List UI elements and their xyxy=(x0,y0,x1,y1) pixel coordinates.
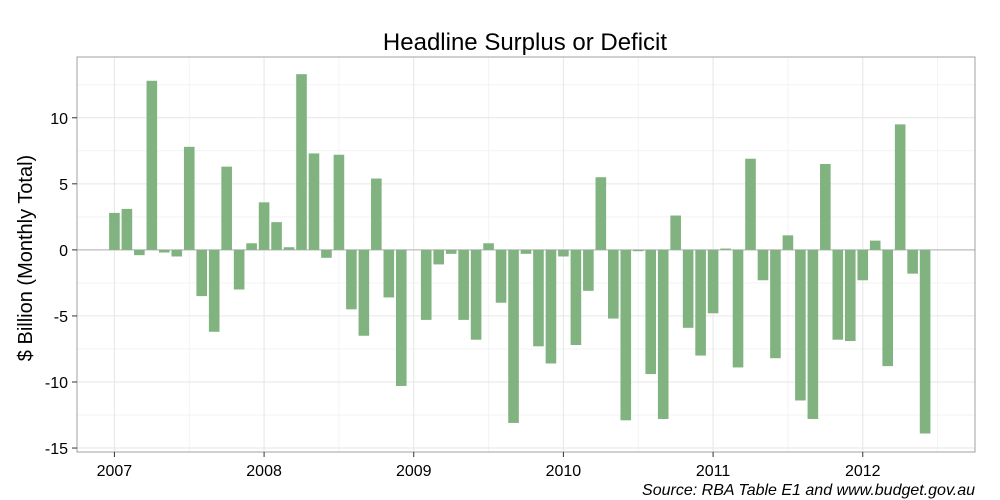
bar xyxy=(657,249,669,419)
bar xyxy=(720,248,731,250)
y-tick-label: -10 xyxy=(45,375,68,392)
bar xyxy=(371,178,382,250)
bar xyxy=(595,177,607,250)
source-caption: Source: RBA Table E1 and www.budget.gov.… xyxy=(642,482,975,499)
bar xyxy=(882,249,893,367)
bar xyxy=(395,249,407,386)
bar xyxy=(333,154,345,250)
bar xyxy=(233,249,245,290)
y-tick-label: -5 xyxy=(54,309,68,326)
y-tick-label: 0 xyxy=(59,243,68,260)
bar xyxy=(458,249,469,320)
bar xyxy=(445,249,457,254)
y-axis-label: $ Billion (Monthly Total) xyxy=(15,155,37,361)
bar xyxy=(707,249,719,314)
bar xyxy=(146,80,158,250)
bar xyxy=(321,249,332,258)
bar xyxy=(570,249,582,345)
y-tick-label: -15 xyxy=(45,441,68,458)
x-tick-label: 2012 xyxy=(845,463,881,480)
bar xyxy=(208,249,220,332)
bar xyxy=(820,164,831,250)
bar xyxy=(495,249,507,303)
bar xyxy=(894,124,906,250)
bar xyxy=(919,249,931,434)
bar xyxy=(670,215,681,250)
bar xyxy=(695,249,706,356)
bar xyxy=(358,249,370,336)
bar xyxy=(620,249,632,421)
x-tick-label: 2008 xyxy=(246,463,282,480)
bar xyxy=(745,158,756,250)
bar xyxy=(869,240,881,250)
bar xyxy=(109,212,120,250)
x-axis: 2007 2008 2009 2010 2011 2012 xyxy=(97,452,881,480)
bar xyxy=(283,247,295,250)
bar xyxy=(159,249,170,253)
y-axis: -15 -10 -5 0 5 10 xyxy=(45,111,77,458)
bars xyxy=(109,74,931,434)
bar xyxy=(645,249,657,375)
bar xyxy=(844,249,856,342)
bar xyxy=(757,249,769,281)
plot-border xyxy=(76,56,976,453)
bar xyxy=(296,74,307,250)
bar xyxy=(271,222,282,250)
bar xyxy=(682,249,694,328)
bar xyxy=(583,249,594,291)
bar xyxy=(907,249,918,274)
chart-title: Headline Surplus or Deficit xyxy=(383,29,667,56)
bar xyxy=(520,249,532,254)
bar xyxy=(171,249,183,257)
bar xyxy=(383,249,395,298)
bar xyxy=(508,249,519,423)
bar xyxy=(196,249,208,297)
plot-background xyxy=(77,57,975,452)
bar xyxy=(807,249,819,419)
plot-area xyxy=(76,56,976,453)
x-tick-label: 2010 xyxy=(546,463,582,480)
bar xyxy=(308,153,320,250)
x-tick-label: 2009 xyxy=(396,463,432,480)
y-tick-label: 5 xyxy=(59,177,68,194)
y-tick-label: 10 xyxy=(50,111,68,128)
x-tick-label: 2007 xyxy=(97,463,133,480)
bar xyxy=(246,243,257,250)
bar xyxy=(608,249,619,319)
bar xyxy=(483,243,494,250)
bar xyxy=(558,249,569,257)
bar xyxy=(346,249,357,310)
bar xyxy=(770,249,781,359)
bar xyxy=(545,249,557,364)
bar xyxy=(183,146,195,250)
bar xyxy=(857,249,869,281)
bar xyxy=(258,202,270,250)
bar xyxy=(632,249,644,252)
bar xyxy=(533,249,544,347)
bar xyxy=(134,249,145,256)
bar xyxy=(782,235,794,250)
bar xyxy=(420,249,432,320)
bar xyxy=(832,249,844,340)
x-tick-label: 2011 xyxy=(696,463,731,480)
bar xyxy=(470,249,482,340)
bar xyxy=(732,249,744,368)
bar xyxy=(433,249,444,265)
bar xyxy=(795,249,806,401)
bar xyxy=(221,166,232,250)
bar xyxy=(121,208,133,250)
